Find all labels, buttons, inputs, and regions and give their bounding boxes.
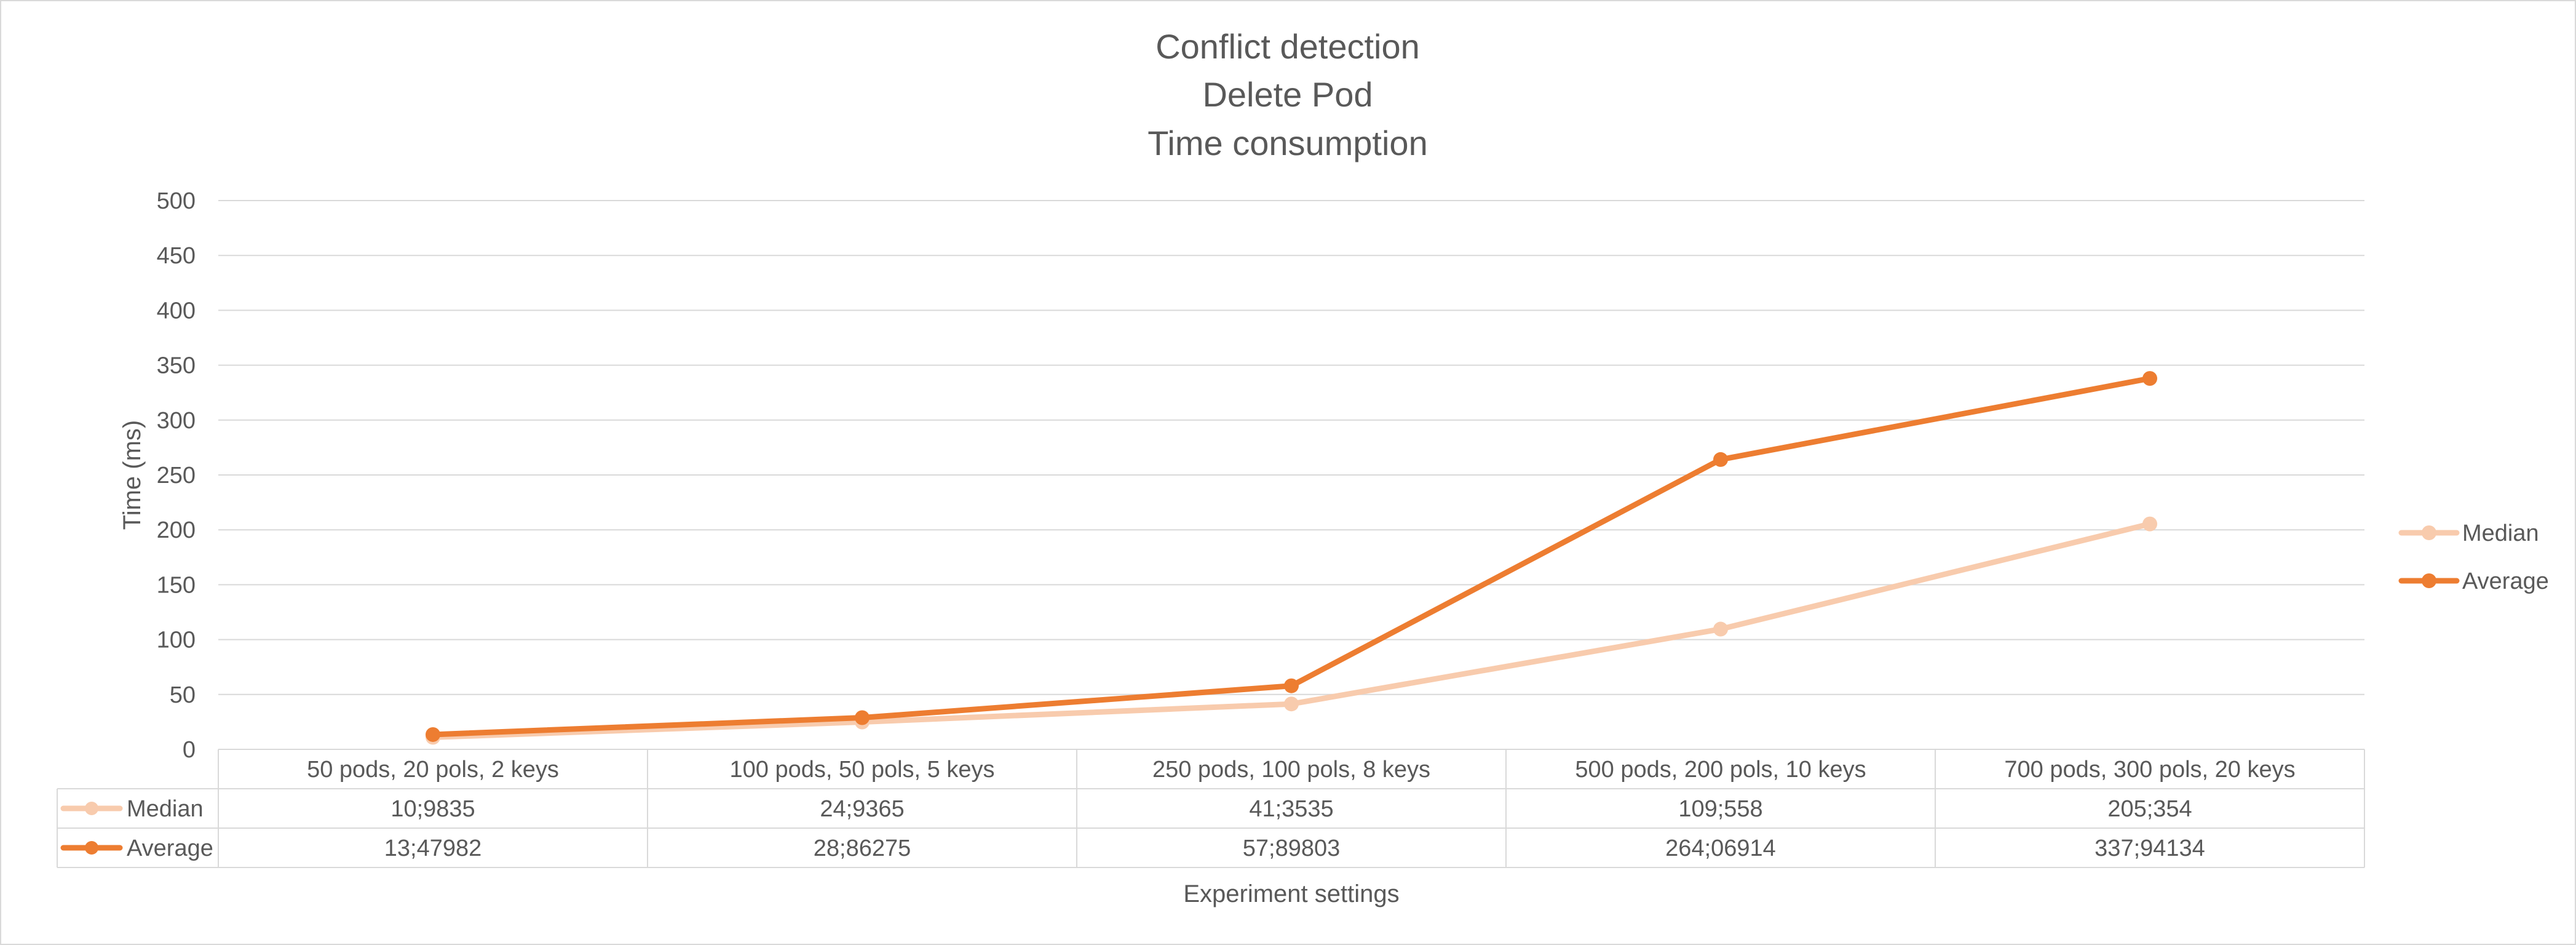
chart-title-line-2: Delete Pod xyxy=(1202,75,1373,114)
table-cell-value: 264;06914 xyxy=(1665,835,1776,861)
table-cell-value: 57;89803 xyxy=(1243,835,1341,861)
data-point-median xyxy=(2142,516,2157,532)
y-tick-label-150: 150 xyxy=(157,572,196,598)
table-cell-value: 337;94134 xyxy=(2094,835,2205,861)
y-tick-label-50: 50 xyxy=(170,682,196,708)
y-tick-label-200: 200 xyxy=(157,517,196,543)
legend-key-marker xyxy=(2422,525,2436,540)
y-tick-label-100: 100 xyxy=(157,628,196,653)
y-tick-label-400: 400 xyxy=(157,298,196,324)
y-tick-label-350: 350 xyxy=(157,353,196,379)
table-cell-value: 13;47982 xyxy=(384,835,482,861)
chart-title-line-3: Time consumption xyxy=(1147,124,1427,162)
legend-label: Average xyxy=(2462,568,2549,594)
table-legend-key-marker xyxy=(85,802,98,815)
table-cell-value: 24;9365 xyxy=(820,796,904,822)
data-table: 50 pods, 20 pols, 2 keys 100 pods, 50 pol… xyxy=(57,749,2365,868)
x-category-label: 100 pods, 50 pols, 5 keys xyxy=(730,757,995,783)
legend: Median Average xyxy=(2398,520,2549,594)
y-tick-label-0: 0 xyxy=(183,737,196,763)
data-point-median xyxy=(1284,696,1299,712)
gridlines xyxy=(218,200,2364,750)
y-axis-title: Time (ms) xyxy=(119,420,146,530)
x-category-label: 500 pods, 200 pols, 10 keys xyxy=(1575,757,1866,783)
y-tick-label-250: 250 xyxy=(157,463,196,488)
data-point-median xyxy=(1713,621,1728,637)
data-point-average xyxy=(2142,371,2157,386)
data-point-average xyxy=(855,710,870,725)
data-point-average xyxy=(1713,452,1728,467)
y-tick-label-500: 500 xyxy=(157,188,196,214)
y-axis-ticks: 0 50 100 150 200 250 300 350 400 450 500 xyxy=(157,188,196,763)
legend-key-marker xyxy=(2422,573,2436,588)
y-tick-label-450: 450 xyxy=(157,243,196,269)
data-point-average xyxy=(426,727,440,742)
table-cell-value: 28;86275 xyxy=(814,835,911,861)
x-category-label: 50 pods, 20 pols, 2 keys xyxy=(307,757,559,783)
table-legend-key-marker xyxy=(85,841,98,855)
table-cell-value: 109;558 xyxy=(1678,796,1762,822)
table-row-header: Average xyxy=(127,835,213,861)
table-cell-value: 205;354 xyxy=(2107,796,2192,822)
legend-label: Median xyxy=(2462,520,2539,546)
table-cell-value: 41;3535 xyxy=(1249,796,1333,822)
y-tick-label-300: 300 xyxy=(157,408,196,434)
table-cell-value: 10;9835 xyxy=(390,796,475,822)
data-point-average xyxy=(1284,678,1299,693)
series-lines xyxy=(426,371,2157,745)
chart-title: Conflict detection Delete Pod Time consu… xyxy=(1147,27,1427,162)
x-axis-title: Experiment settings xyxy=(1183,880,1399,907)
x-category-label: 250 pods, 100 pols, 8 keys xyxy=(1152,757,1430,783)
x-category-label: 700 pods, 300 pols, 20 keys xyxy=(2004,757,2295,783)
chart-title-line-1: Conflict detection xyxy=(1155,27,1420,66)
table-row-header: Median xyxy=(127,796,204,822)
